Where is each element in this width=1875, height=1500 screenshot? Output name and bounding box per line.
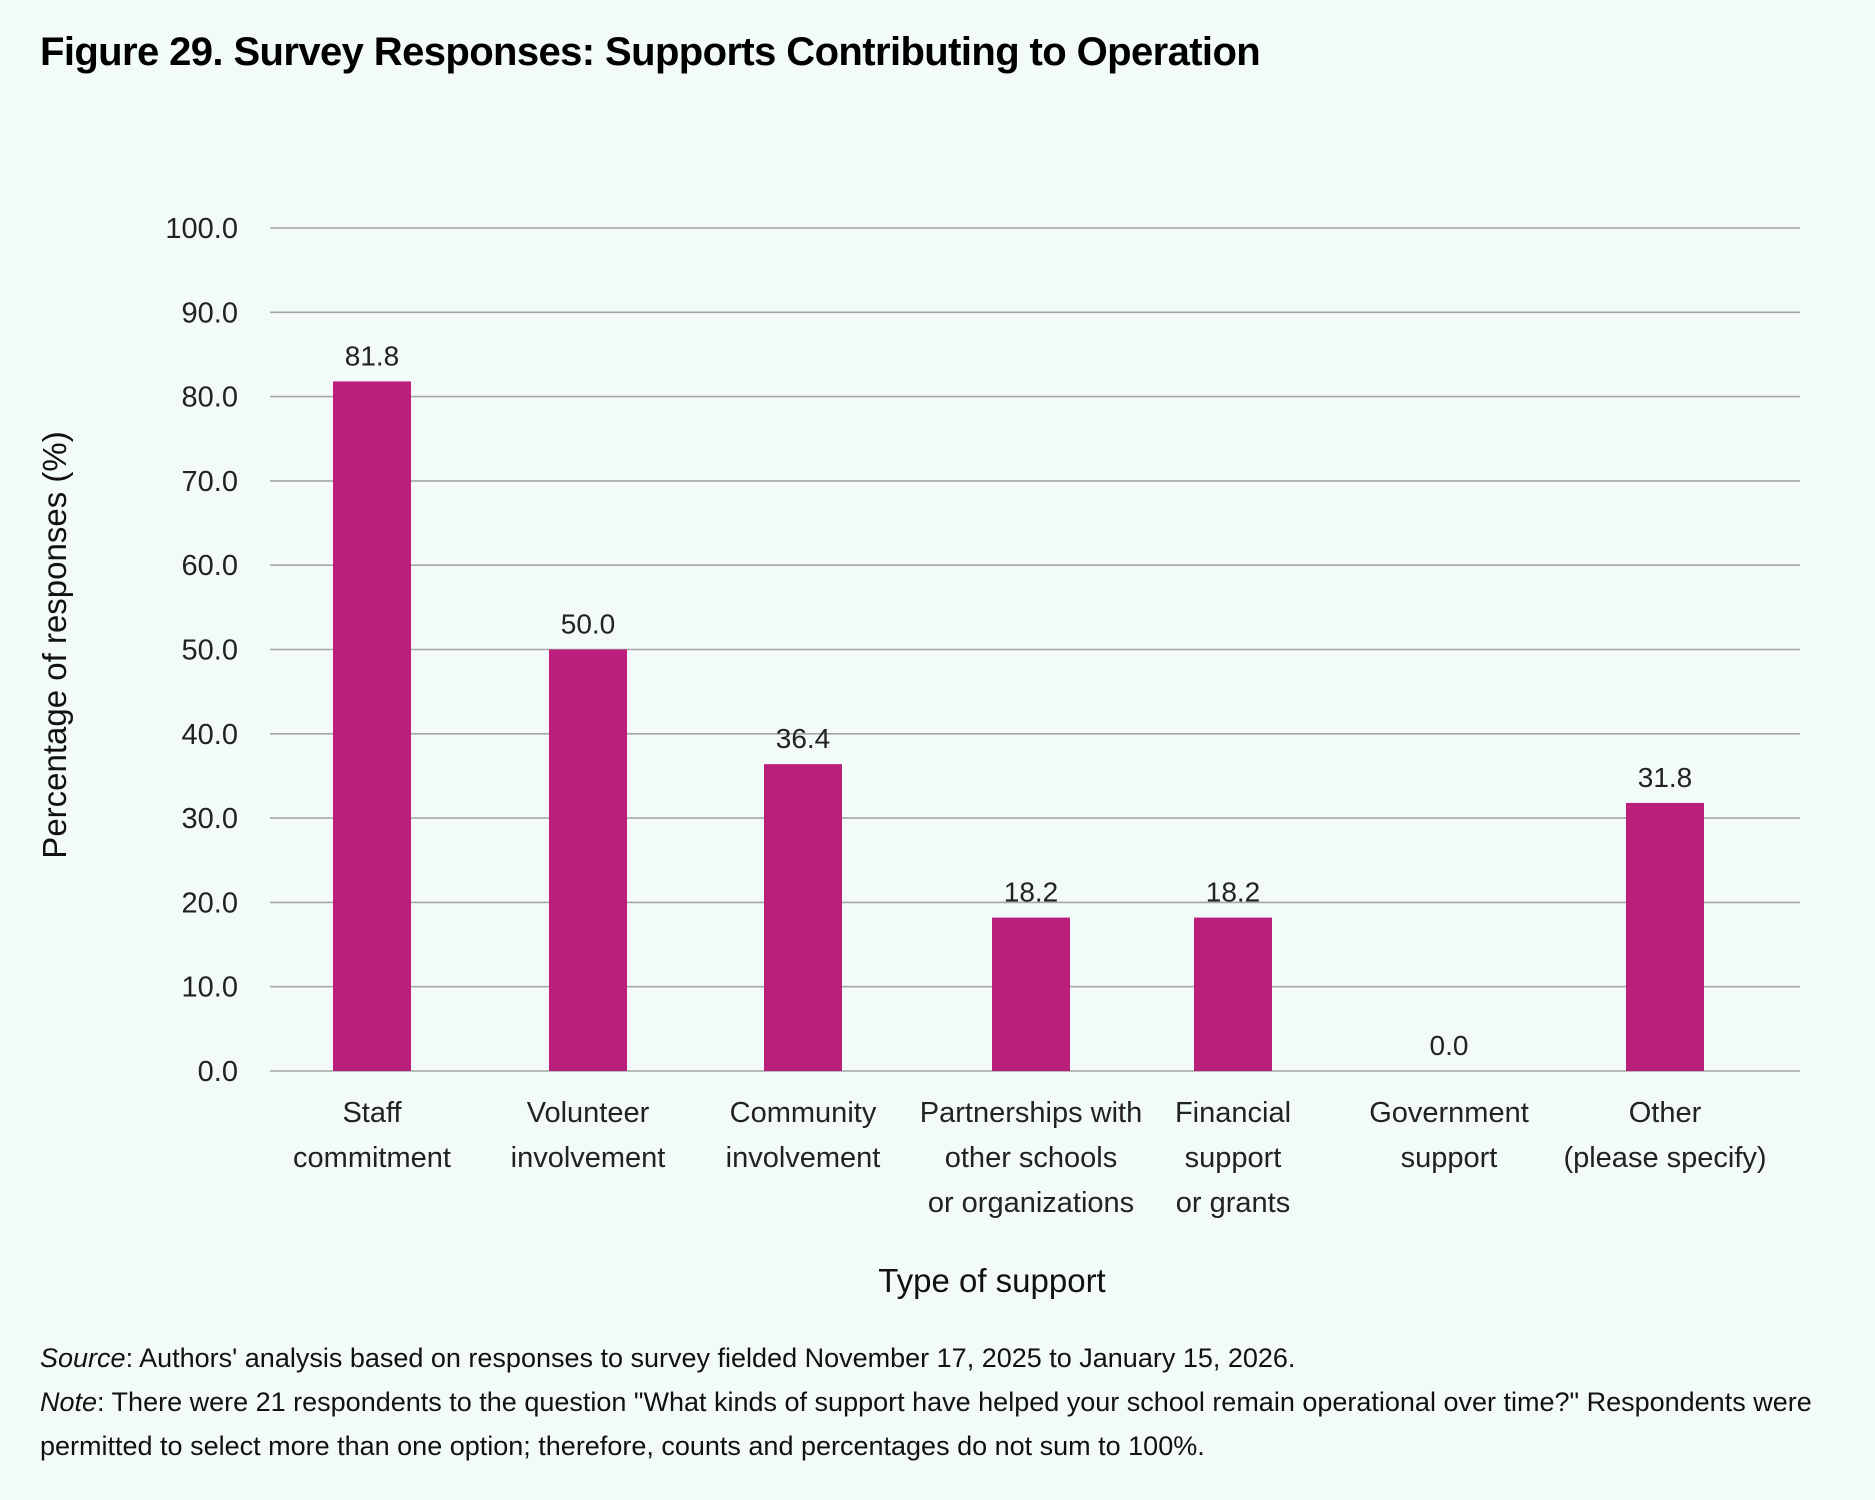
y-tick-label: 40.0: [182, 719, 238, 751]
bar: [1626, 802, 1704, 1071]
y-tick-label: 90.0: [182, 297, 238, 329]
data-label: 81.8: [345, 340, 400, 371]
bars: [333, 381, 1704, 1071]
y-tick-label: 100.0: [165, 213, 238, 245]
note-text: : There were 21 respondents to the quest…: [40, 1387, 1812, 1461]
data-label: 31.8: [1638, 762, 1693, 793]
x-category-label: Other (please specify): [1563, 1097, 1766, 1174]
x-category-label: Partnerships with other schools or organiz…: [920, 1097, 1142, 1219]
y-tick-label: 80.0: [182, 382, 238, 414]
bar: [992, 917, 1070, 1071]
x-category-label-line: support: [1185, 1142, 1282, 1174]
x-category-label-line: support: [1401, 1142, 1498, 1174]
note: Note: There were 21 respondents to the q…: [40, 1380, 1840, 1468]
data-label: 0.0: [1430, 1030, 1469, 1061]
data-label: 50.0: [561, 609, 616, 640]
x-category-label-line: Partnerships with: [920, 1097, 1142, 1129]
x-category-label-line: (please specify): [1563, 1142, 1766, 1174]
y-tick-label: 30.0: [182, 803, 238, 835]
bar: [333, 381, 411, 1071]
bar-chart: 0.0 10.0 20.0 30.0 40.0 50.0 60.0 70.0 80.0 90.0 1…: [36, 213, 1800, 1299]
source-note: Source: Authors' analysis based on respo…: [40, 1336, 1840, 1380]
x-category-label-line: Government: [1369, 1097, 1529, 1129]
x-category-label-line: Staff: [342, 1097, 402, 1129]
x-category-label-line: involvement: [511, 1142, 666, 1174]
y-tick-label: 0.0: [198, 1056, 238, 1088]
x-category-label: Financial support or grants: [1175, 1097, 1291, 1219]
figure-title: Figure 29. Survey Responses: Supports Co…: [40, 30, 1261, 74]
data-label: 18.2: [1206, 877, 1261, 908]
x-category-label: Volunteer involvement: [511, 1097, 666, 1174]
x-category-label: Community involvement: [726, 1097, 881, 1174]
bar: [1194, 917, 1272, 1071]
data-label: 18.2: [1004, 877, 1059, 908]
bar: [764, 764, 842, 1071]
y-tick-label: 10.0: [182, 972, 238, 1004]
x-category-label-line: or organizations: [928, 1187, 1134, 1219]
y-axis-tick-labels: 0.0 10.0 20.0 30.0 40.0 50.0 60.0 70.0 80.0 90.0 1…: [165, 213, 238, 1088]
y-tick-label: 60.0: [182, 550, 238, 582]
note-label: Note: [40, 1387, 98, 1417]
x-category-label-line: Volunteer: [527, 1097, 650, 1129]
bar: [549, 649, 627, 1071]
x-category-label: Staff commitment: [293, 1097, 451, 1174]
x-category-label-line: other schools: [945, 1142, 1118, 1174]
data-label: 36.4: [776, 723, 831, 754]
data-labels: 81.8 50.0 36.4 18.2 18.2 0.0 31.8: [345, 340, 1693, 1061]
x-category-label-line: Financial: [1175, 1097, 1291, 1129]
source-label: Source: [40, 1343, 126, 1373]
y-axis-title: Percentage of responses (%): [36, 431, 73, 858]
x-category-label-line: Community: [730, 1097, 877, 1129]
x-category-label-line: commitment: [293, 1142, 451, 1174]
x-category-label-line: Other: [1629, 1097, 1702, 1129]
y-tick-label: 50.0: [182, 635, 238, 667]
x-axis-title: Type of support: [878, 1262, 1105, 1299]
x-category-label-line: involvement: [726, 1142, 881, 1174]
source-text: : Authors' analysis based on responses t…: [125, 1343, 1296, 1373]
figure-notes: Source: Authors' analysis based on respo…: [40, 1336, 1840, 1468]
x-category-label-line: or grants: [1176, 1187, 1290, 1219]
y-tick-label: 20.0: [182, 887, 238, 919]
y-tick-label: 70.0: [182, 466, 238, 498]
x-category-label: Government support: [1369, 1097, 1529, 1174]
